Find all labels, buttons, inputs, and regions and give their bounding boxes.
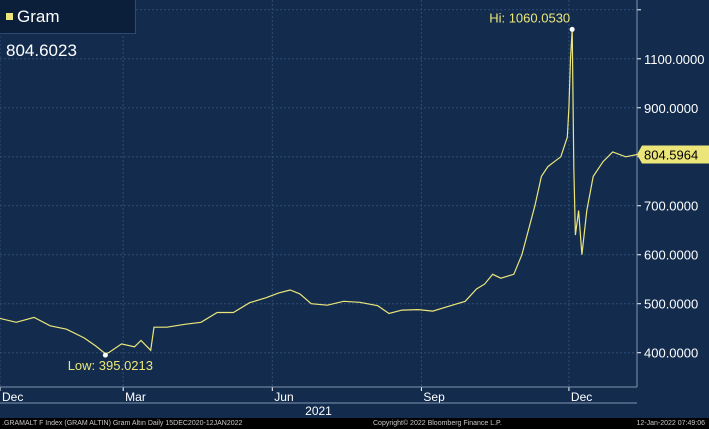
- annotations: Hi: 1060.0530 Low: 395.0213 804.5964: [68, 10, 709, 373]
- chart-svg: 400.0000500.0000600.0000700.0000800.0000…: [0, 0, 709, 418]
- x-tick-label: Sep: [423, 390, 445, 404]
- high-marker: [569, 26, 575, 32]
- x-tick-label: Dec: [571, 390, 592, 404]
- y-tick-label: 400.0000: [644, 346, 698, 361]
- x-tick-label: Mar: [125, 390, 146, 404]
- legend: Gram 804.6023: [0, 0, 136, 60]
- x-tick-label: Dec: [2, 390, 23, 404]
- legend-label: Gram 804.6023: [6, 7, 77, 60]
- low-label: Low: 395.0213: [68, 358, 153, 373]
- y-tick-label: 700.0000: [644, 199, 698, 214]
- y-tick-label: 600.0000: [644, 248, 698, 263]
- legend-swatch: [6, 13, 13, 20]
- axes: 400.0000500.0000600.0000700.0000800.0000…: [0, 0, 705, 418]
- last-value-box: [637, 145, 709, 164]
- series: [0, 29, 638, 355]
- footer-copyright: Copyright© 2022 Bloomberg Finance L.P.: [373, 420, 502, 427]
- x-tick-label: Jun: [274, 390, 293, 404]
- high-label: Hi: 1060.0530: [489, 10, 570, 25]
- x-axis-label: 2021: [305, 404, 332, 418]
- series-line: [0, 29, 638, 355]
- low-marker: [102, 352, 108, 358]
- footer-source: .GRAMALT F Index (GRAM ALTIN) Gram Altın…: [2, 420, 243, 427]
- last-value-label: 804.5964: [644, 148, 698, 163]
- footer: .GRAMALT F Index (GRAM ALTIN) Gram Altın…: [0, 418, 709, 429]
- footer-timestamp: 12-Jan-2022 07:49:06: [636, 420, 706, 427]
- y-tick-label: 500.0000: [644, 297, 698, 312]
- y-tick-label: 1100.0000: [644, 52, 705, 67]
- y-tick-label: 900.0000: [644, 101, 698, 116]
- grid-lines: [0, 0, 637, 387]
